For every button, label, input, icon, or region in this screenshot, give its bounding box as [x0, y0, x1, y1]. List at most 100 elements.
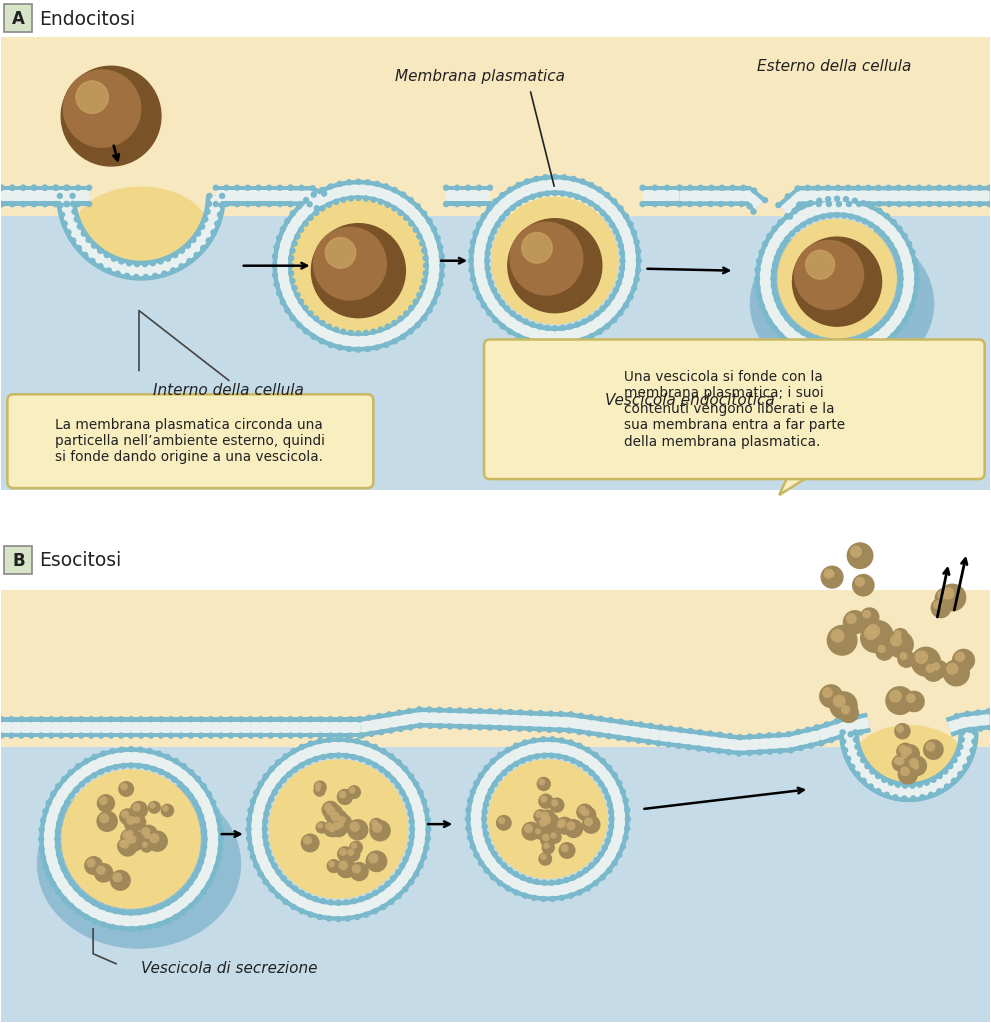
Circle shape: [53, 184, 58, 191]
Circle shape: [327, 183, 334, 189]
Circle shape: [349, 787, 356, 794]
Circle shape: [890, 332, 897, 339]
Circle shape: [888, 309, 894, 316]
Circle shape: [885, 184, 892, 191]
Text: Esocitosi: Esocitosi: [40, 551, 122, 571]
Circle shape: [327, 716, 334, 722]
Circle shape: [539, 818, 547, 827]
Circle shape: [568, 892, 574, 899]
Circle shape: [9, 184, 16, 191]
Circle shape: [900, 766, 910, 776]
Circle shape: [178, 263, 184, 269]
Circle shape: [897, 268, 904, 275]
Circle shape: [290, 748, 296, 754]
Circle shape: [473, 285, 479, 292]
Circle shape: [171, 776, 177, 783]
Circle shape: [115, 270, 121, 277]
Circle shape: [68, 716, 74, 722]
Circle shape: [68, 732, 74, 739]
Circle shape: [454, 184, 460, 191]
Circle shape: [647, 722, 654, 729]
Circle shape: [926, 184, 933, 191]
Circle shape: [313, 785, 326, 797]
Circle shape: [622, 835, 629, 841]
Circle shape: [206, 201, 212, 207]
Circle shape: [370, 820, 390, 842]
Circle shape: [567, 323, 573, 329]
Circle shape: [816, 353, 823, 360]
Circle shape: [488, 235, 495, 241]
Circle shape: [867, 784, 874, 790]
Circle shape: [894, 723, 911, 740]
Circle shape: [391, 339, 398, 345]
Polygon shape: [947, 714, 990, 732]
Circle shape: [187, 732, 194, 739]
Circle shape: [911, 647, 941, 677]
Circle shape: [347, 849, 355, 856]
Circle shape: [524, 824, 533, 833]
Circle shape: [43, 863, 49, 871]
Circle shape: [950, 777, 957, 784]
Circle shape: [365, 759, 372, 765]
Circle shape: [800, 222, 807, 228]
Circle shape: [577, 871, 583, 878]
Circle shape: [76, 223, 83, 230]
Circle shape: [357, 732, 364, 739]
Circle shape: [326, 737, 332, 743]
Circle shape: [279, 299, 286, 305]
Circle shape: [556, 816, 574, 835]
Circle shape: [816, 197, 823, 204]
Circle shape: [729, 184, 736, 191]
Circle shape: [600, 758, 606, 764]
Circle shape: [567, 191, 573, 198]
Ellipse shape: [63, 70, 141, 147]
Circle shape: [109, 748, 116, 754]
Circle shape: [272, 253, 278, 260]
Circle shape: [841, 339, 847, 345]
Circle shape: [408, 305, 414, 311]
Circle shape: [865, 184, 871, 191]
Circle shape: [851, 353, 858, 360]
Circle shape: [717, 201, 724, 208]
Circle shape: [845, 613, 857, 624]
Circle shape: [602, 788, 607, 794]
Circle shape: [216, 817, 222, 824]
Circle shape: [488, 788, 495, 794]
Circle shape: [799, 204, 806, 210]
Circle shape: [413, 781, 419, 788]
Circle shape: [416, 706, 422, 713]
Circle shape: [421, 798, 427, 804]
Circle shape: [200, 889, 207, 895]
Circle shape: [468, 249, 475, 255]
Polygon shape: [1, 190, 89, 202]
Ellipse shape: [521, 232, 552, 263]
Circle shape: [856, 751, 863, 757]
Circle shape: [898, 764, 919, 785]
Circle shape: [507, 709, 513, 715]
Circle shape: [529, 193, 536, 201]
Circle shape: [814, 724, 820, 730]
Circle shape: [910, 795, 917, 802]
Circle shape: [256, 184, 262, 191]
Circle shape: [64, 873, 70, 879]
Circle shape: [807, 218, 813, 224]
Circle shape: [417, 862, 424, 869]
Circle shape: [470, 789, 476, 795]
Circle shape: [277, 732, 283, 739]
Circle shape: [319, 206, 326, 212]
Circle shape: [465, 201, 472, 208]
Circle shape: [570, 757, 576, 764]
Circle shape: [61, 775, 67, 783]
Circle shape: [606, 764, 612, 771]
Circle shape: [864, 763, 870, 769]
Circle shape: [639, 201, 646, 208]
Circle shape: [839, 729, 845, 736]
Circle shape: [97, 794, 115, 812]
Ellipse shape: [76, 81, 108, 114]
Circle shape: [589, 769, 595, 776]
Circle shape: [617, 310, 623, 316]
Circle shape: [552, 174, 558, 180]
Circle shape: [515, 333, 521, 340]
Circle shape: [355, 179, 362, 185]
Circle shape: [942, 768, 948, 774]
